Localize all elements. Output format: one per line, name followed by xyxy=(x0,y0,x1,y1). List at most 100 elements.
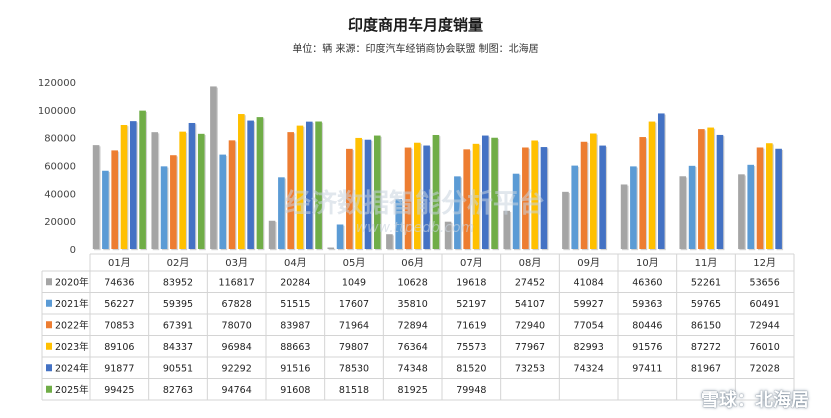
bar xyxy=(355,137,364,251)
legend-entry: 2022年 xyxy=(55,319,89,331)
data-table-cell: 92292 xyxy=(222,363,252,374)
data-table-cell: 59363 xyxy=(632,299,662,310)
bar xyxy=(562,191,570,251)
bar-2020年 xyxy=(620,184,628,249)
data-table-cell: 83952 xyxy=(163,277,193,288)
bar xyxy=(129,121,138,251)
bar xyxy=(688,165,697,251)
data-table-cell: 67828 xyxy=(222,299,252,310)
x-category-label: 10月 xyxy=(636,257,659,269)
bar-2024年 xyxy=(540,147,548,249)
data-table-cell: 20284 xyxy=(280,277,310,288)
legend-key-2024年 xyxy=(46,364,52,372)
data-table-cell: 83987 xyxy=(280,320,310,331)
data-table-cell: 78530 xyxy=(339,363,369,374)
y-tick-label: 40000 xyxy=(44,189,76,200)
data-table-cell: 90551 xyxy=(163,363,193,374)
bar-2023年 xyxy=(355,137,362,249)
bar-2023年 xyxy=(766,143,773,249)
bar-2024年 xyxy=(599,145,606,249)
bar xyxy=(463,149,472,251)
bar xyxy=(747,164,756,251)
y-tick-label: 100000 xyxy=(38,106,76,117)
data-table-cell: 71964 xyxy=(339,320,369,331)
data-table-cell: 52197 xyxy=(456,299,486,310)
data-table-cell: 81520 xyxy=(456,363,486,374)
data-table-cell: 59395 xyxy=(163,299,193,310)
plot-area xyxy=(92,86,784,251)
bar xyxy=(657,113,666,251)
bar xyxy=(102,170,110,251)
x-category-label: 05月 xyxy=(343,257,366,269)
bar-2025年 xyxy=(139,110,146,249)
chart-subtitle: 单位：辆 来源：印度汽车经销商协会联盟 制图：北海居 xyxy=(292,44,539,55)
bar xyxy=(111,150,120,251)
bar xyxy=(188,122,197,251)
bar-2022年 xyxy=(463,149,470,249)
bar-2025年 xyxy=(315,121,322,249)
x-category-label: 12月 xyxy=(753,257,776,269)
data-table-cell: 60491 xyxy=(750,299,780,310)
data-table-cell: 81925 xyxy=(398,385,428,396)
data-table-cell: 77054 xyxy=(574,320,604,331)
data-table-cell: 59927 xyxy=(574,299,604,310)
data-table-cell: 99425 xyxy=(104,385,134,396)
bar-2024年 xyxy=(716,134,724,249)
data-table-cell: 88663 xyxy=(280,342,310,353)
legend-entry: 2021年 xyxy=(55,298,89,310)
data-table-cell: 71619 xyxy=(456,320,486,331)
bar xyxy=(639,137,648,251)
data-table-cell: 56227 xyxy=(104,299,134,310)
x-category-label: 11月 xyxy=(695,257,718,269)
bar xyxy=(540,147,549,251)
bar xyxy=(491,137,500,251)
bar xyxy=(775,148,784,251)
data-table-cell: 77967 xyxy=(515,342,545,353)
data-table-cell: 116817 xyxy=(219,277,255,288)
bar xyxy=(268,220,277,251)
data-table-cell: 81518 xyxy=(339,385,369,396)
bar-2024年 xyxy=(129,121,137,249)
bar-2024年 xyxy=(775,148,782,249)
legend-entry: 2023年 xyxy=(55,341,89,353)
bar xyxy=(472,143,481,251)
bar xyxy=(219,154,228,251)
bar-2021年 xyxy=(395,199,403,249)
bar-2020年 xyxy=(386,234,393,249)
data-table-cell: 53656 xyxy=(750,277,780,288)
bar-2023年 xyxy=(296,125,304,249)
data-table-cell: 73253 xyxy=(515,363,545,374)
bar-2025年 xyxy=(197,133,205,249)
bar-2022年 xyxy=(580,141,588,249)
bar-2020年 xyxy=(210,86,217,249)
bar-2021年 xyxy=(630,166,637,249)
bar xyxy=(238,114,246,251)
data-table-cell: 35810 xyxy=(398,299,428,310)
bar-2020年 xyxy=(738,174,745,249)
bar-2023年 xyxy=(179,131,186,249)
bar-2020年 xyxy=(151,132,159,249)
data-table-cell: 75573 xyxy=(456,342,486,353)
data-table-cell: 97411 xyxy=(632,363,662,374)
bar-2023年 xyxy=(707,127,714,249)
data-table-cell: 74348 xyxy=(398,363,428,374)
bar xyxy=(679,176,688,251)
bar xyxy=(756,147,765,251)
bar-2025年 xyxy=(373,135,381,249)
bar-2021年 xyxy=(571,165,579,249)
bar-2020年 xyxy=(503,210,511,249)
bar-2020年 xyxy=(444,221,452,249)
watermark-bottom-text: 雪球：北海居 xyxy=(701,390,809,411)
bar xyxy=(160,166,169,251)
legend-entry: 2024年 xyxy=(55,362,89,374)
bar-2024年 xyxy=(305,121,313,249)
y-tick-label: 80000 xyxy=(44,134,76,145)
x-category-label: 04月 xyxy=(284,257,307,269)
bar xyxy=(170,155,178,251)
bar xyxy=(414,142,422,251)
bar-2021年 xyxy=(336,224,344,249)
y-tick-label: 0 xyxy=(70,245,76,256)
bar xyxy=(503,210,512,251)
data-table-cell: 27452 xyxy=(515,277,545,288)
